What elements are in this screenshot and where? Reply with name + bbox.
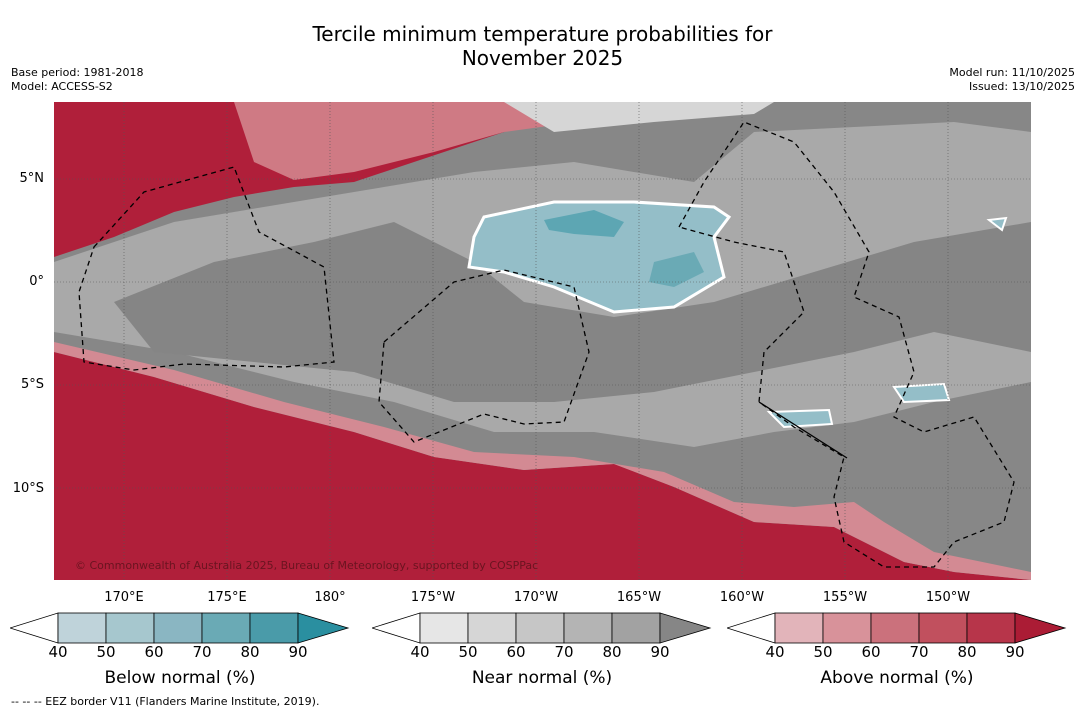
lat-label: 5°S	[20, 377, 44, 392]
cbar-tick: 80	[602, 643, 622, 661]
copyright-text: © Commonwealth of Australia 2025, Bureau…	[75, 559, 539, 572]
eez-borders	[78, 121, 1015, 568]
cbar-arrow-left	[10, 612, 59, 644]
cbar-segment	[774, 612, 824, 644]
cbar-segment	[57, 612, 107, 644]
cbar-arrow-right	[1014, 612, 1067, 644]
cbar-segment	[515, 612, 565, 644]
chart-title: Tercile minimum temperature probabilitie…	[0, 22, 1085, 70]
below-normal-core-2	[649, 252, 704, 287]
south-above-normal-region	[54, 352, 1031, 580]
model-run-text: Model run: 11/10/2025	[949, 66, 1075, 79]
cbar-segment	[467, 612, 517, 644]
lon-label: 155°W	[822, 590, 868, 605]
colorbar-label-near: Near normal (%)	[471, 668, 613, 688]
cbar-tick: 70	[909, 643, 929, 661]
cbar-tick: 90	[288, 643, 308, 661]
north-above-normal-region	[54, 102, 774, 257]
lat-label: 5°N	[19, 171, 45, 186]
cbar-tick: 50	[813, 643, 833, 661]
cbar-tick: 70	[192, 643, 212, 661]
eez-solid-boundary	[758, 401, 848, 459]
cbar-tick: 70	[554, 643, 574, 661]
cbar-tick: 90	[1005, 643, 1025, 661]
lon-label: 170°W	[513, 590, 559, 605]
colorbar-near-normal	[372, 612, 712, 644]
near-normal-dark-band	[114, 222, 1031, 402]
lon-label: 165°W	[616, 590, 662, 605]
cbar-tick: 60	[144, 643, 164, 661]
cbar-segment	[249, 612, 299, 644]
cbar-segment	[918, 612, 968, 644]
lat-label: 10°S	[12, 481, 44, 496]
cbar-tick: 50	[96, 643, 116, 661]
cbar-segment	[201, 612, 251, 644]
cbar-segment	[870, 612, 920, 644]
cbar-segment	[105, 612, 155, 644]
cbar-tick: 40	[765, 643, 785, 661]
cbar-segment	[966, 612, 1016, 644]
cbar-tick: 90	[650, 643, 670, 661]
cbar-arrow-right	[297, 612, 350, 644]
colorbar-below-normal	[10, 612, 350, 644]
lon-label: 170°E	[104, 590, 144, 605]
below-normal-small-northeast	[986, 216, 1008, 232]
issued-text: Issued: 13/10/2025	[968, 80, 1075, 93]
probability-map	[54, 102, 1031, 580]
cbar-segment	[419, 612, 469, 644]
lon-label: 160°W	[719, 590, 765, 605]
lon-label: 150°W	[925, 590, 971, 605]
colorbar-label-below: Below normal (%)	[104, 668, 256, 688]
cbar-segment	[822, 612, 872, 644]
cbar-segment	[563, 612, 613, 644]
cbar-arrow-left	[372, 612, 421, 644]
below-normal-core	[544, 210, 624, 237]
lon-label: 175°E	[207, 590, 247, 605]
meta-left: Base period: 1981-2018 Model: ACCESS-S2	[11, 66, 143, 94]
cbar-tick: 60	[506, 643, 526, 661]
title-line-1: Tercile minimum temperature probabilitie…	[312, 22, 773, 46]
cbar-tick: 80	[957, 643, 977, 661]
cbar-arrow-right	[659, 612, 712, 644]
below-normal-small-south	[766, 408, 834, 429]
cbar-arrow-left	[727, 612, 776, 644]
lon-label: 180°	[314, 590, 346, 605]
cbar-tick: 80	[240, 643, 260, 661]
lon-label: 175°W	[410, 590, 456, 605]
cbar-tick: 50	[458, 643, 478, 661]
base-period-text: Base period: 1981-2018	[11, 66, 144, 79]
eez-footnote: -- -- -- EEZ border V11 (Flanders Marine…	[11, 695, 320, 708]
north-above-normal-light	[234, 102, 774, 180]
lat-label: 0°	[29, 274, 44, 289]
meta-right: Model run: 11/10/2025 Issued: 13/10/2025	[949, 66, 1075, 94]
cbar-tick: 40	[410, 643, 430, 661]
colorbar-above-normal	[727, 612, 1067, 644]
gridlines	[54, 102, 1031, 580]
colorbar-label-above: Above normal (%)	[820, 668, 974, 688]
cbar-tick: 40	[48, 643, 68, 661]
south-above-normal-light	[54, 342, 1031, 580]
title-line-2: November 2025	[461, 46, 624, 70]
cbar-tick: 60	[861, 643, 881, 661]
cbar-segment	[611, 612, 661, 644]
cbar-segment	[153, 612, 203, 644]
below-normal-small-east	[892, 382, 951, 404]
model-text: Model: ACCESS-S2	[11, 80, 113, 93]
